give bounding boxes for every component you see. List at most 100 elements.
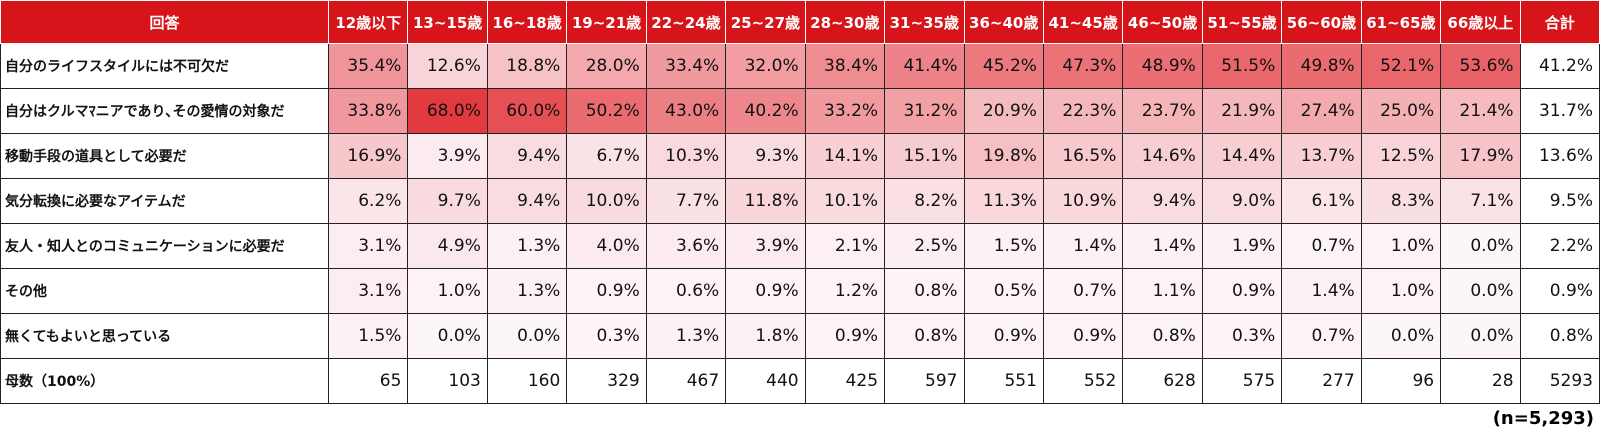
table-cell: 0.9% xyxy=(1201,268,1283,314)
table-cell: 1.3% xyxy=(486,268,568,314)
table-cell: 48.9% xyxy=(1122,43,1203,89)
header-cell: 28~30歳 xyxy=(804,0,886,44)
table-cell: 2.1% xyxy=(804,223,886,269)
table-cell: 50.2% xyxy=(566,88,647,134)
header-cell: 16~18歳 xyxy=(486,0,568,44)
table: 回答 12歳以下 13~15歳 16~18歳 19~21歳 22~24歳 25~27歳 28~… xyxy=(0,0,1600,404)
table-row: 無くてもよいと思っている 1.5% 0.0% 0.0% 0.3% 1.3% 1.8% 0.9%… xyxy=(0,313,1600,359)
header-cell: 46~50歳 xyxy=(1122,0,1203,44)
table-cell: 103 xyxy=(407,358,488,404)
table-cell: 25.0% xyxy=(1360,88,1442,134)
table-cell: 19.8% xyxy=(963,133,1044,179)
table-cell: 1.2% xyxy=(804,268,886,314)
header-cell: 41~45歳 xyxy=(1042,0,1124,44)
row-label: 無くてもよいと思っている xyxy=(0,313,329,359)
table-cell: 47.3% xyxy=(1042,43,1124,89)
table-cell: 10.3% xyxy=(645,133,727,179)
table-cell: 10.1% xyxy=(804,178,886,224)
table-cell: 21.4% xyxy=(1440,88,1521,134)
row-label: 気分転換に必要なアイテムだ xyxy=(0,178,329,224)
table-cell: 0.0% xyxy=(486,313,568,359)
table-cell: 329 xyxy=(566,358,647,404)
table-cell: 160 xyxy=(486,358,568,404)
table-cell: 0.8% xyxy=(884,313,965,359)
header-cell: 61~65歳 xyxy=(1360,0,1442,44)
table-cell: 52.1% xyxy=(1360,43,1442,89)
table-cell: 9.4% xyxy=(1122,178,1203,224)
table-cell: 4.0% xyxy=(566,223,647,269)
table-cell: 3.1% xyxy=(327,223,409,269)
table-cell: 41.2% xyxy=(1519,43,1600,89)
table-cell: 1.4% xyxy=(1281,268,1362,314)
table-cell: 3.1% xyxy=(327,268,409,314)
header-cell: 51~55歳 xyxy=(1201,0,1283,44)
header-cell: 56~60歳 xyxy=(1281,0,1362,44)
table-cell: 0.0% xyxy=(407,313,488,359)
table-cell: 9.5% xyxy=(1519,178,1600,224)
table-cell: 7.7% xyxy=(645,178,727,224)
table-cell: 1.1% xyxy=(1122,268,1203,314)
table-cell: 43.0% xyxy=(645,88,727,134)
table-cell: 18.8% xyxy=(486,43,568,89)
table-cell: 1.9% xyxy=(1201,223,1283,269)
table-cell: 65 xyxy=(327,358,409,404)
table-cell: 0.3% xyxy=(566,313,647,359)
table-cell: 0.8% xyxy=(1122,313,1203,359)
table-cell: 1.4% xyxy=(1042,223,1124,269)
table-cell: 31.7% xyxy=(1519,88,1600,134)
table-cell: 10.9% xyxy=(1042,178,1124,224)
header-cell: 25~27歳 xyxy=(725,0,806,44)
table-cell: 9.4% xyxy=(486,133,568,179)
table-cell: 0.0% xyxy=(1360,313,1442,359)
table-row: 気分転換に必要なアイテムだ 6.2% 9.7% 9.4% 10.0% 7.7% 11.8% 1… xyxy=(0,178,1600,224)
table-cell: 440 xyxy=(725,358,806,404)
header-cell: 12歳以下 xyxy=(327,0,409,44)
table-cell: 12.5% xyxy=(1360,133,1442,179)
table-row: 自分のライフスタイルには不可欠だ 35.4% 12.6% 18.8% 28.0% 33.4… xyxy=(0,43,1600,89)
table-cell: 14.4% xyxy=(1201,133,1283,179)
table-cell: 16.9% xyxy=(327,133,409,179)
table-cell: 425 xyxy=(804,358,886,404)
table-cell: 9.3% xyxy=(725,133,806,179)
header-cell: 36~40歳 xyxy=(963,0,1044,44)
table-cell: 277 xyxy=(1281,358,1362,404)
table-cell: 1.0% xyxy=(407,268,488,314)
table-cell: 0.0% xyxy=(1440,268,1521,314)
table-cell: 597 xyxy=(884,358,965,404)
table-cell: 49.8% xyxy=(1281,43,1362,89)
table-cell: 38.4% xyxy=(804,43,886,89)
table-cell: 96 xyxy=(1360,358,1442,404)
table-cell: 9.4% xyxy=(486,178,568,224)
table-cell: 32.0% xyxy=(725,43,806,89)
table-cell: 3.9% xyxy=(407,133,488,179)
table-cell: 3.6% xyxy=(645,223,727,269)
table-cell: 21.9% xyxy=(1201,88,1283,134)
table-cell: 1.8% xyxy=(725,313,806,359)
row-label: 自分はクルマﾏニアであり､その愛情の対象だ xyxy=(0,88,329,134)
table-cell: 11.8% xyxy=(725,178,806,224)
table-cell: 2.5% xyxy=(884,223,965,269)
table-cell: 20.9% xyxy=(963,88,1044,134)
table-cell: 575 xyxy=(1201,358,1283,404)
table-cell: 0.9% xyxy=(566,268,647,314)
table-cell: 2.2% xyxy=(1519,223,1600,269)
table-cell: 1.3% xyxy=(486,223,568,269)
row-label: 友人・知人とのコミュニケーションに必要だ xyxy=(0,223,329,269)
row-label: 自分のライフスタイルには不可欠だ xyxy=(0,43,329,89)
table-cell: 0.9% xyxy=(804,313,886,359)
table-row: 母数（100%） 65 103 160 329 467 440 425 597 551 552 628… xyxy=(0,358,1600,404)
table-cell: 552 xyxy=(1042,358,1124,404)
header-cell: 回答 xyxy=(0,0,329,44)
table-cell: 60.0% xyxy=(486,88,568,134)
table-cell: 0.9% xyxy=(963,313,1044,359)
table-cell: 33.4% xyxy=(645,43,727,89)
table-cell: 1.5% xyxy=(963,223,1044,269)
row-label: その他 xyxy=(0,268,329,314)
table-row: その他 3.1% 1.0% 1.3% 0.9% 0.6% 0.9% 1.2% 0.8% 0.5% 0… xyxy=(0,268,1600,314)
table-cell: 0.9% xyxy=(1042,313,1124,359)
table-cell: 6.1% xyxy=(1281,178,1362,224)
table-cell: 11.3% xyxy=(963,178,1044,224)
table-cell: 0.7% xyxy=(1042,268,1124,314)
table-cell: 0.9% xyxy=(725,268,806,314)
table-cell: 45.2% xyxy=(963,43,1044,89)
